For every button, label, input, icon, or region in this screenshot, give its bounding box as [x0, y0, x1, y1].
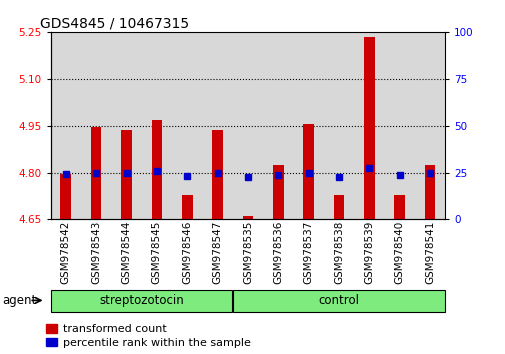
Bar [50, 32, 81, 219]
Legend: transformed count, percentile rank within the sample: transformed count, percentile rank withi… [46, 324, 250, 348]
Text: streptozotocin: streptozotocin [99, 294, 184, 307]
Bar [364, 36, 374, 219]
Bar [232, 32, 263, 219]
Bar [202, 32, 232, 219]
Bar [242, 216, 253, 219]
Bar [172, 32, 202, 219]
Bar [81, 32, 111, 219]
Bar [121, 130, 131, 219]
Bar [141, 32, 172, 219]
Bar [111, 32, 141, 219]
Bar [182, 195, 192, 219]
Bar [394, 195, 405, 219]
Text: control: control [318, 294, 359, 307]
Bar [323, 32, 353, 219]
FancyBboxPatch shape [233, 290, 444, 312]
Bar [303, 124, 314, 219]
Bar [414, 32, 444, 219]
Bar [91, 127, 102, 219]
Bar [152, 120, 162, 219]
Bar [273, 165, 283, 219]
Bar [61, 174, 71, 219]
FancyBboxPatch shape [51, 290, 232, 312]
Text: agent: agent [3, 294, 37, 307]
Bar [354, 32, 384, 219]
Bar [212, 130, 222, 219]
Bar [424, 165, 434, 219]
Bar [293, 32, 323, 219]
Text: GDS4845 / 10467315: GDS4845 / 10467315 [40, 16, 189, 30]
Bar [263, 32, 293, 219]
Bar [333, 195, 343, 219]
Bar [384, 32, 414, 219]
